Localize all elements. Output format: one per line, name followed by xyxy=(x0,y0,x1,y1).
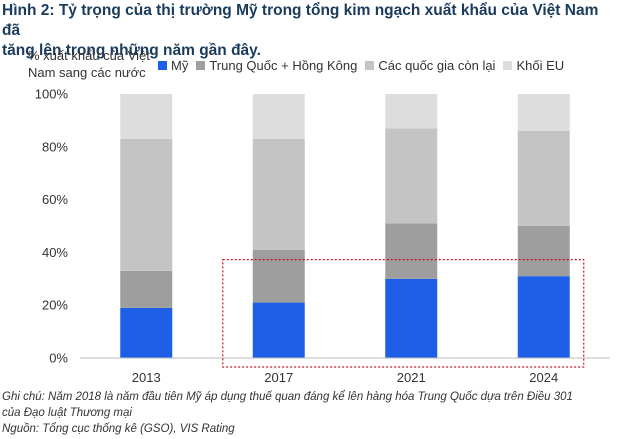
y-tick-label: 20% xyxy=(42,298,68,313)
chart-notes: Ghi chú: Năm 2018 là năm đầu tiên Mỹ áp … xyxy=(2,389,616,437)
chart-title-line-2: tăng lên trong những năm gần đây. xyxy=(2,42,261,59)
legend-item-my: Mỹ xyxy=(158,58,188,73)
bar-segment-rest-of-world xyxy=(120,138,173,271)
y-tick-label: 40% xyxy=(42,245,68,260)
y-tick-label: 60% xyxy=(42,192,68,207)
x-tick-label: 2021 xyxy=(397,370,426,385)
legend-label-my: Mỹ xyxy=(171,57,189,73)
bar-segment-rest-of-world xyxy=(517,130,570,226)
source-line: Nguồn: Tổng cục thống kê (GSO), VIS Rati… xyxy=(2,423,235,435)
bar-segment-eu xyxy=(517,94,570,131)
legend-label-china-hk: Trung Quốc + Hồng Kông xyxy=(209,57,358,73)
x-tick-label: 2017 xyxy=(264,370,293,385)
legend-swatch-rest-of-world xyxy=(365,60,375,70)
bar-segment-my xyxy=(120,307,173,358)
bar-segment-rest-of-world xyxy=(385,128,438,224)
bar-segment-eu xyxy=(120,94,173,139)
bar-segment-china-hk xyxy=(517,226,570,277)
chart-title-line-1: Hình 2: Tỷ trọng của thị trường Mỹ trong… xyxy=(2,2,599,39)
bar-segment-eu xyxy=(385,94,438,129)
y-tick-label: 80% xyxy=(42,139,68,154)
legend-item-china-hk: Trung Quốc + Hồng Kông xyxy=(196,58,357,73)
y-axis-label-line-1: % xuất khẩu của Việt xyxy=(28,48,150,63)
bar-segment-china-hk xyxy=(385,223,438,279)
note-line-2: của Đạo luật Thương mại xyxy=(2,407,132,419)
y-tick-label: 0% xyxy=(49,351,68,366)
bar-segment-my xyxy=(252,302,305,358)
legend-swatch-eu xyxy=(503,60,513,70)
note-line-1: Ghi chú: Năm 2018 là năm đầu tiên Mỹ áp … xyxy=(2,391,573,403)
highlight-box xyxy=(222,259,585,368)
bar-segment-rest-of-world xyxy=(252,138,305,250)
legend-swatch-my xyxy=(158,60,167,70)
legend-item-rest-of-world: Các quốc gia còn lại xyxy=(365,58,495,73)
x-tick-label: 2024 xyxy=(529,370,558,385)
legend-swatch-china-hk xyxy=(196,60,206,70)
bar-segment-china-hk xyxy=(252,249,305,303)
legend-label-eu: Khối EU xyxy=(516,57,565,73)
bar-segment-eu xyxy=(252,94,305,139)
legend-label-rest-of-world: Các quốc gia còn lại xyxy=(378,57,496,73)
y-axis-label-line-2: Nam sang các nước xyxy=(28,65,146,80)
x-tick-label: 2013 xyxy=(132,370,161,385)
chart-legend: Mỹ Trung Quốc + Hồng Kông Các quốc gia c… xyxy=(158,56,572,74)
legend-item-eu: Khối EU xyxy=(503,58,564,73)
bar-segment-my xyxy=(385,278,438,358)
chart-title: Hình 2: Tỷ trọng của thị trường Mỹ trong… xyxy=(2,1,616,61)
y-axis-label: % xuất khẩu của Việt Nam sang các nước xyxy=(28,47,188,81)
bar-segment-china-hk xyxy=(120,270,173,308)
y-tick-label: 100% xyxy=(35,87,69,102)
bar-segment-my xyxy=(517,276,570,358)
